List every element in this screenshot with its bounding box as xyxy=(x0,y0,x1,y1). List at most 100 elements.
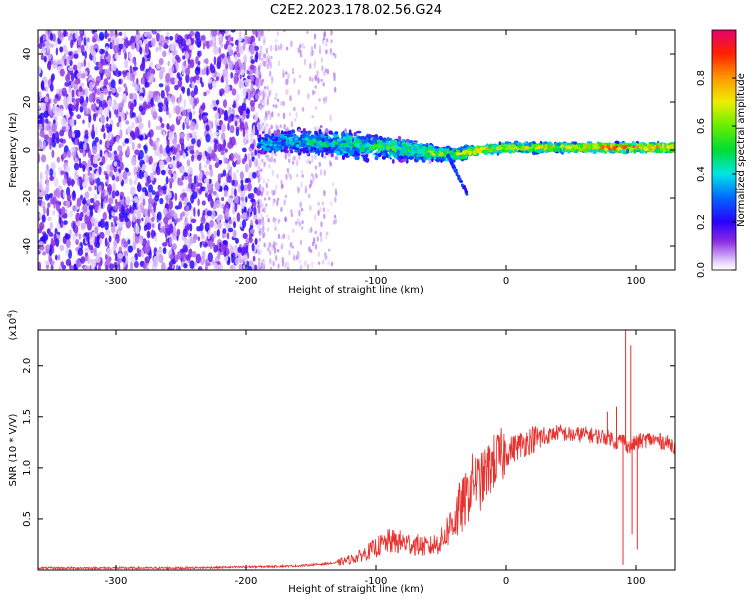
spectrogram-cell xyxy=(131,156,137,166)
spectrogram-cell xyxy=(290,40,293,48)
spectrogram-cell xyxy=(83,58,87,67)
spectrogram-cell xyxy=(174,254,179,263)
spectrogram-cell xyxy=(40,103,47,112)
spectrogram-cell xyxy=(166,87,169,97)
spectrogram-cell xyxy=(165,237,168,245)
spectrogram-cell xyxy=(73,224,79,234)
spectrogram-cell xyxy=(138,95,144,101)
spectrogram-cell xyxy=(135,224,140,235)
spectrogram-cell xyxy=(284,194,288,198)
spectrogram-cell xyxy=(282,112,286,120)
spectrogram-cell xyxy=(197,208,200,217)
spectrogram-cell xyxy=(62,178,67,186)
spectrogram-cell xyxy=(152,30,156,35)
spectrogram-cell xyxy=(49,32,54,42)
spectrogram-cell xyxy=(233,76,239,85)
spectrogram-cell xyxy=(186,159,191,167)
spectrogram-cell xyxy=(64,81,70,87)
spectrogram-cell xyxy=(159,34,165,45)
spectrogram-cell xyxy=(209,40,213,47)
spectrogram-cell xyxy=(275,254,278,262)
spectrogram-cell xyxy=(163,96,167,106)
spectrogram-cell xyxy=(42,206,46,215)
spectrogram-cell xyxy=(275,92,278,98)
spectrogram-cell xyxy=(218,159,223,165)
spectrogram-cell xyxy=(234,202,238,213)
spectrogram-cell xyxy=(158,83,164,88)
spectrogram-cell xyxy=(47,202,51,208)
spectrogram-cell xyxy=(307,146,311,151)
spectrogram-cell xyxy=(262,89,265,96)
spectrogram-cell xyxy=(122,113,126,122)
spectrogram-cell xyxy=(273,190,276,196)
spectrogram-cell xyxy=(259,62,262,69)
spectrogram-cell xyxy=(178,181,184,186)
spectrogram-cell xyxy=(268,163,271,169)
spectrogram-cell xyxy=(263,232,266,237)
spectrogram-cell xyxy=(105,264,109,270)
spectrogram-cell xyxy=(259,249,262,255)
spectrogram-cell xyxy=(191,251,197,258)
spectrogram-cell xyxy=(158,254,164,264)
spectrogram-cell xyxy=(129,178,133,186)
spectrogram-cell xyxy=(38,65,42,75)
spectrogram-cell xyxy=(119,121,122,128)
spectrogram-cell xyxy=(167,95,171,102)
spectrogram-cell xyxy=(106,115,109,122)
spectrogram-cell xyxy=(165,176,169,185)
spectrogram-cell xyxy=(185,117,189,124)
spectrogram-cell xyxy=(132,58,136,64)
spectrogram-cell xyxy=(169,254,175,260)
spectrogram-cell xyxy=(59,244,65,252)
spectrogram-cell xyxy=(296,254,299,261)
spectrogram-cell xyxy=(288,112,292,117)
spectrogram-cell xyxy=(85,108,90,114)
spectrogram-cell xyxy=(299,260,302,264)
spectrogram-cell xyxy=(108,110,112,119)
spectrogram-cell xyxy=(82,164,86,172)
spectrogram-cell xyxy=(95,126,98,136)
spectrogram-cell xyxy=(267,218,270,223)
spectrogram-cell xyxy=(319,231,322,237)
spectrogram-cell xyxy=(68,129,73,139)
spectrogram-cell xyxy=(88,244,94,250)
spectrogram-cell xyxy=(250,55,254,61)
spectrogram-cell xyxy=(39,90,42,99)
spectrogram-cell xyxy=(77,47,81,53)
spectrogram-cell xyxy=(181,211,185,217)
spectrogram-cell xyxy=(227,115,232,124)
spectrogram-cell xyxy=(144,81,150,88)
spectrogram-cell xyxy=(66,95,73,104)
spectrogram-cell xyxy=(99,237,103,245)
spectrogram-cell xyxy=(314,214,317,222)
spectrogram-cell xyxy=(227,122,230,131)
spectrogram-cell xyxy=(198,188,202,195)
spectrogram-cell xyxy=(68,35,72,41)
spectrogram-cell xyxy=(39,112,46,118)
spectrogram-cell xyxy=(168,169,173,176)
spectrogram-cell xyxy=(323,169,326,176)
spectrogram-cell xyxy=(69,59,73,67)
spectrogram-cell xyxy=(249,64,255,70)
spectrogram-cell xyxy=(257,206,261,214)
spectrogram-cell xyxy=(66,193,71,202)
spectrogram-cell xyxy=(253,157,259,168)
spectrogram-cell xyxy=(165,110,170,116)
spectrogram-cell xyxy=(44,118,49,124)
spectrogram-cell xyxy=(334,196,337,203)
spectrogram-cell xyxy=(76,72,82,79)
spectrogram-cell xyxy=(113,44,119,54)
spectrogram-cell xyxy=(42,141,47,150)
spectrogram-cell xyxy=(223,189,228,198)
spectrogram-cell xyxy=(178,115,182,121)
spectrogram-cell xyxy=(588,150,593,153)
spectrogram-cell xyxy=(108,145,113,152)
spectrogram-cell xyxy=(71,89,75,98)
spectrogram-cell xyxy=(104,237,108,247)
spectrogram-cell xyxy=(149,172,155,182)
spectrogram-cell xyxy=(168,199,174,210)
spectrogram-cell xyxy=(243,54,248,64)
spectrogram-cell xyxy=(218,47,222,55)
spectrogram-cell xyxy=(79,82,85,87)
